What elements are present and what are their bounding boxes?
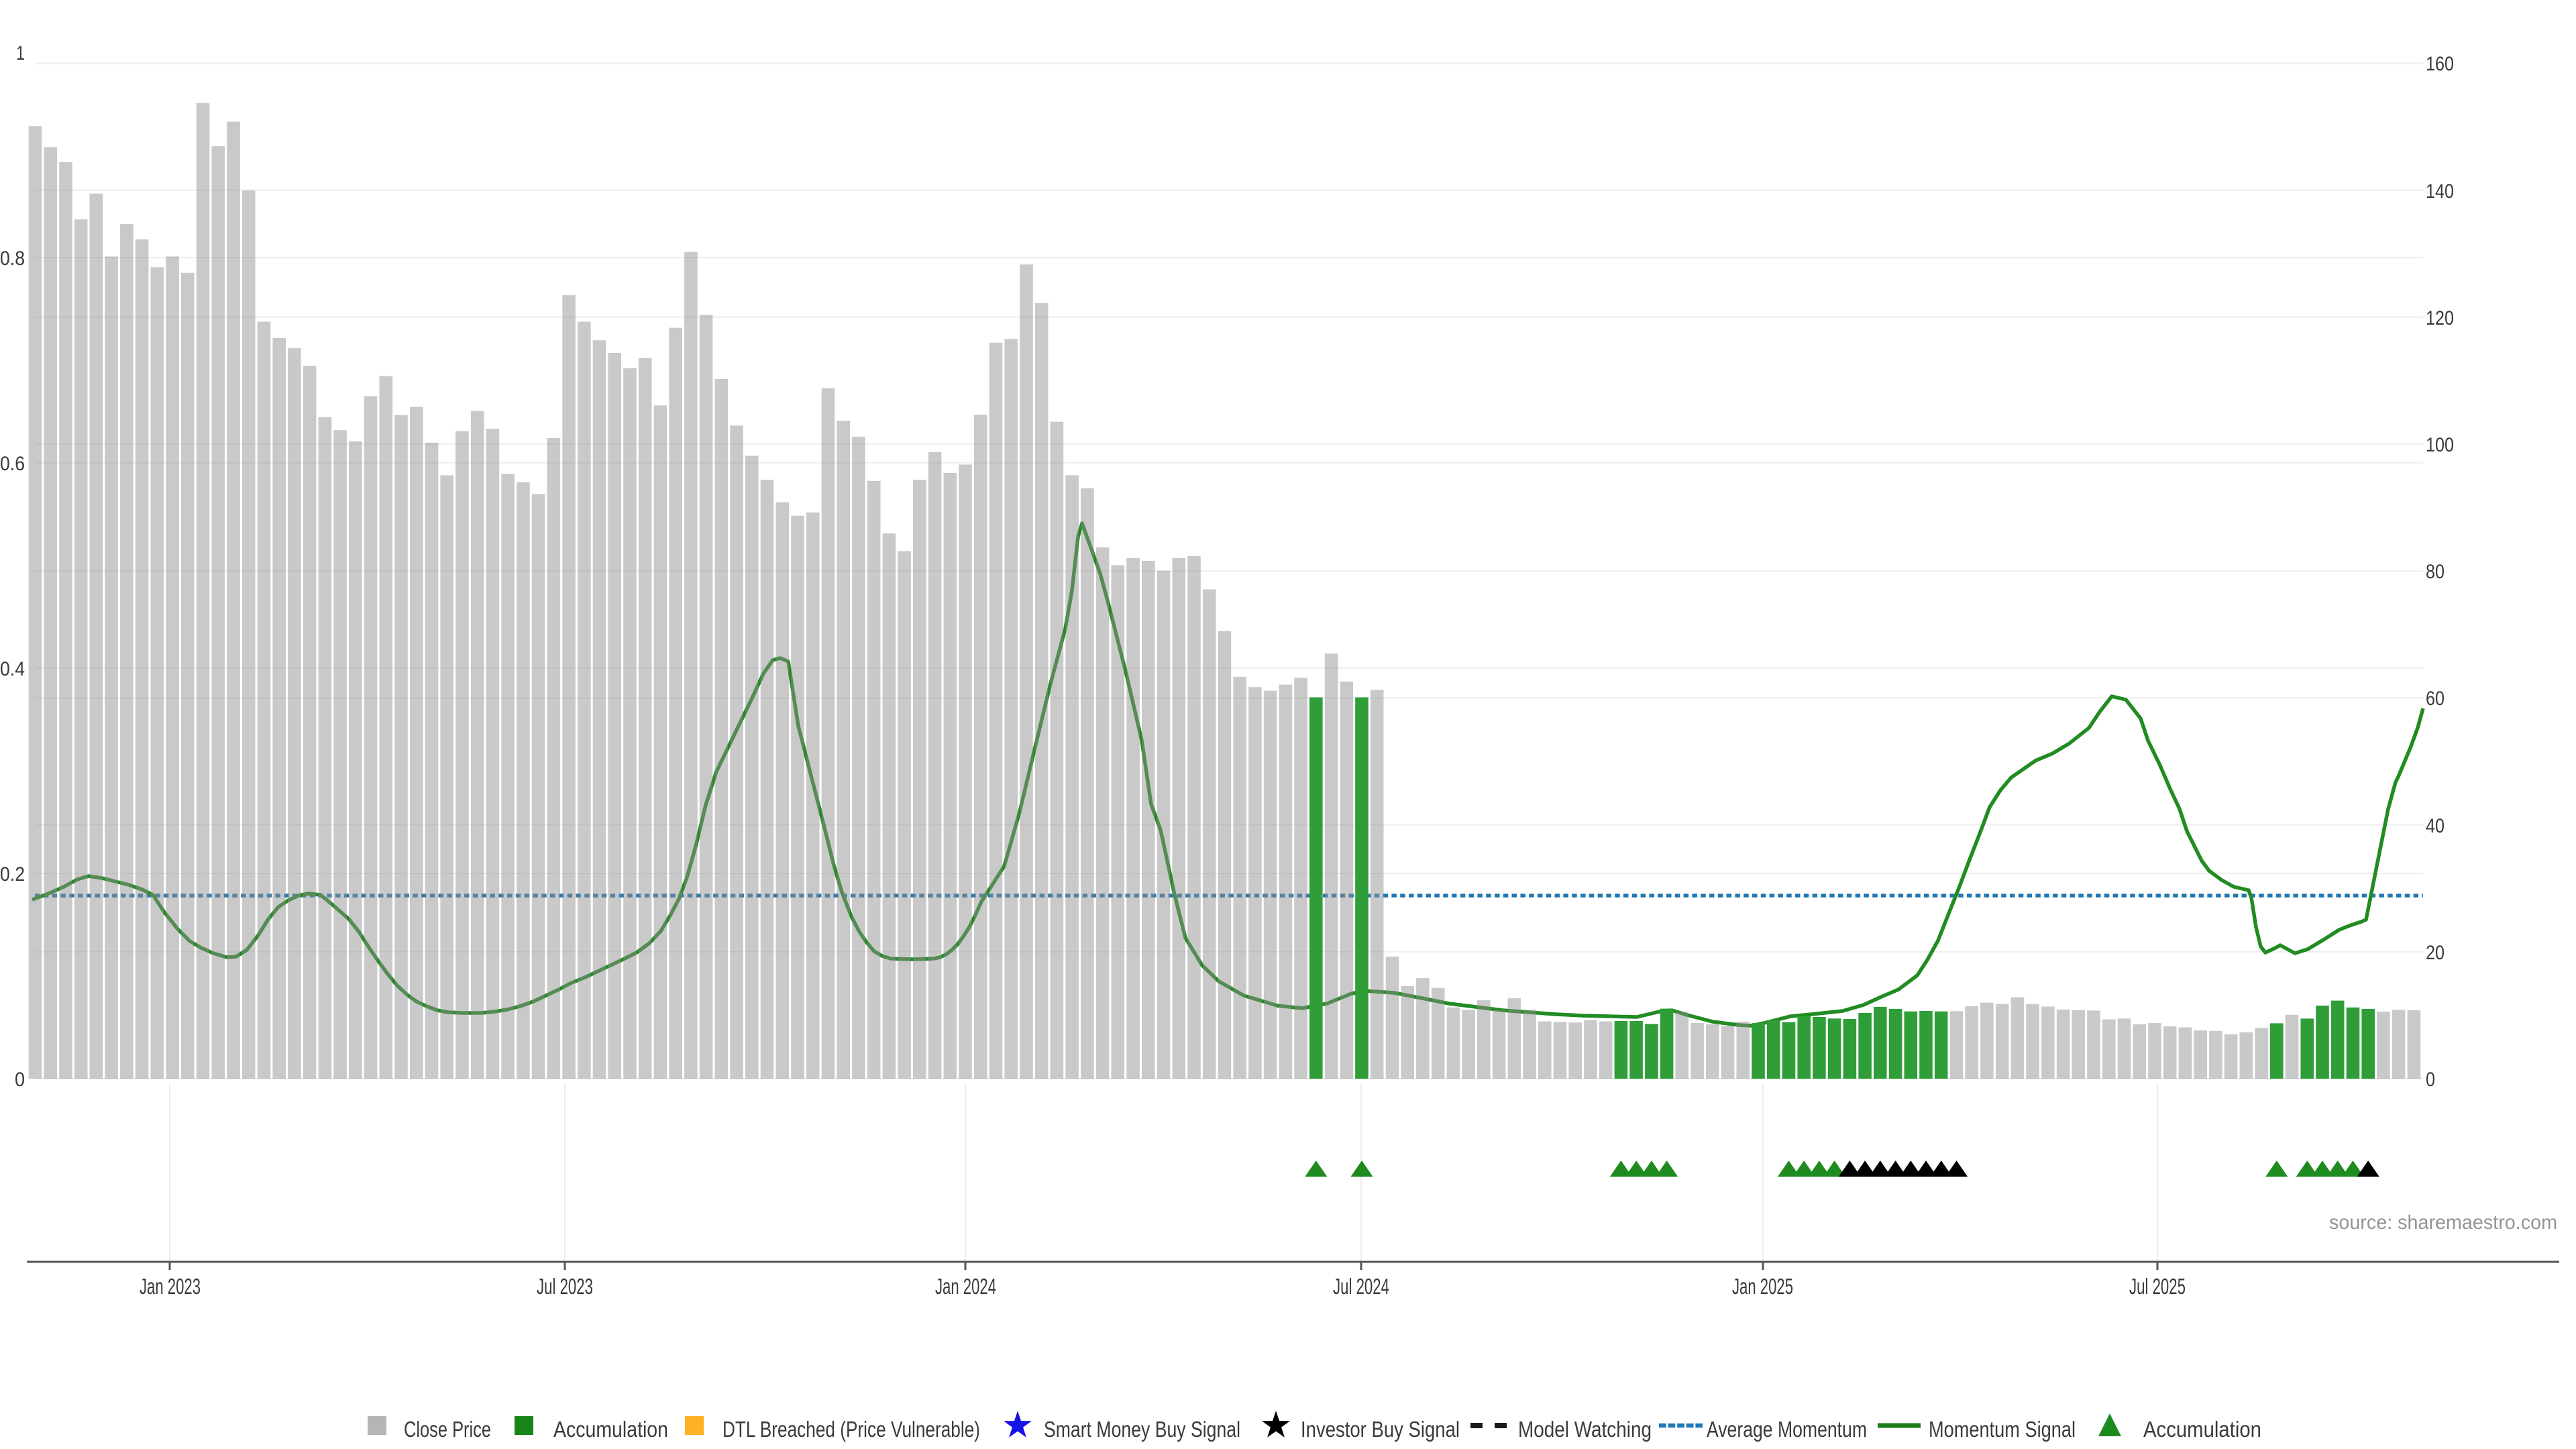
svg-text:Jul 2025: Jul 2025 bbox=[2129, 1274, 2186, 1299]
svg-text:Investor Buy Signal: Investor Buy Signal bbox=[1301, 1417, 1460, 1442]
svg-text:Jul 2023: Jul 2023 bbox=[537, 1274, 593, 1299]
svg-text:Smart Money Buy Signal: Smart Money Buy Signal bbox=[1044, 1417, 1240, 1442]
svg-text:1: 1 bbox=[16, 42, 25, 64]
svg-text:0.8: 0.8 bbox=[0, 248, 25, 270]
svg-text:Accumulation: Accumulation bbox=[2143, 1417, 2261, 1442]
svg-text:60: 60 bbox=[2426, 688, 2445, 710]
svg-text:Jan 2025: Jan 2025 bbox=[1732, 1274, 1793, 1299]
svg-text:Jan 2024: Jan 2024 bbox=[935, 1274, 996, 1299]
svg-text:40: 40 bbox=[2426, 815, 2445, 837]
svg-text:0.6: 0.6 bbox=[0, 453, 25, 475]
svg-text:80: 80 bbox=[2426, 561, 2445, 583]
svg-text:0.2: 0.2 bbox=[0, 863, 25, 885]
svg-text:120: 120 bbox=[2426, 307, 2454, 329]
svg-text:Jul 2024: Jul 2024 bbox=[1333, 1274, 1389, 1299]
svg-text:Average Momentum: Average Momentum bbox=[1707, 1417, 1867, 1442]
svg-text:140: 140 bbox=[2426, 180, 2454, 203]
svg-text:Model Watching: Model Watching bbox=[1518, 1417, 1652, 1442]
svg-text:Close Price: Close Price bbox=[404, 1417, 491, 1442]
svg-text:source: sharemaestro.com: source: sharemaestro.com bbox=[2329, 1212, 2557, 1234]
svg-text:160: 160 bbox=[2426, 53, 2454, 75]
svg-text:0: 0 bbox=[15, 1069, 25, 1091]
svg-text:0.4: 0.4 bbox=[0, 658, 25, 680]
svg-text:Accumulation: Accumulation bbox=[553, 1417, 668, 1442]
svg-text:Momentum Signal: Momentum Signal bbox=[1929, 1417, 2076, 1442]
svg-text:DTL Breached (Price Vulnerable: DTL Breached (Price Vulnerable) bbox=[722, 1417, 980, 1442]
svg-text:100: 100 bbox=[2426, 434, 2454, 456]
svg-text:0: 0 bbox=[2426, 1069, 2435, 1091]
svg-text:Jan 2023: Jan 2023 bbox=[140, 1274, 201, 1299]
svg-text:20: 20 bbox=[2426, 942, 2445, 964]
